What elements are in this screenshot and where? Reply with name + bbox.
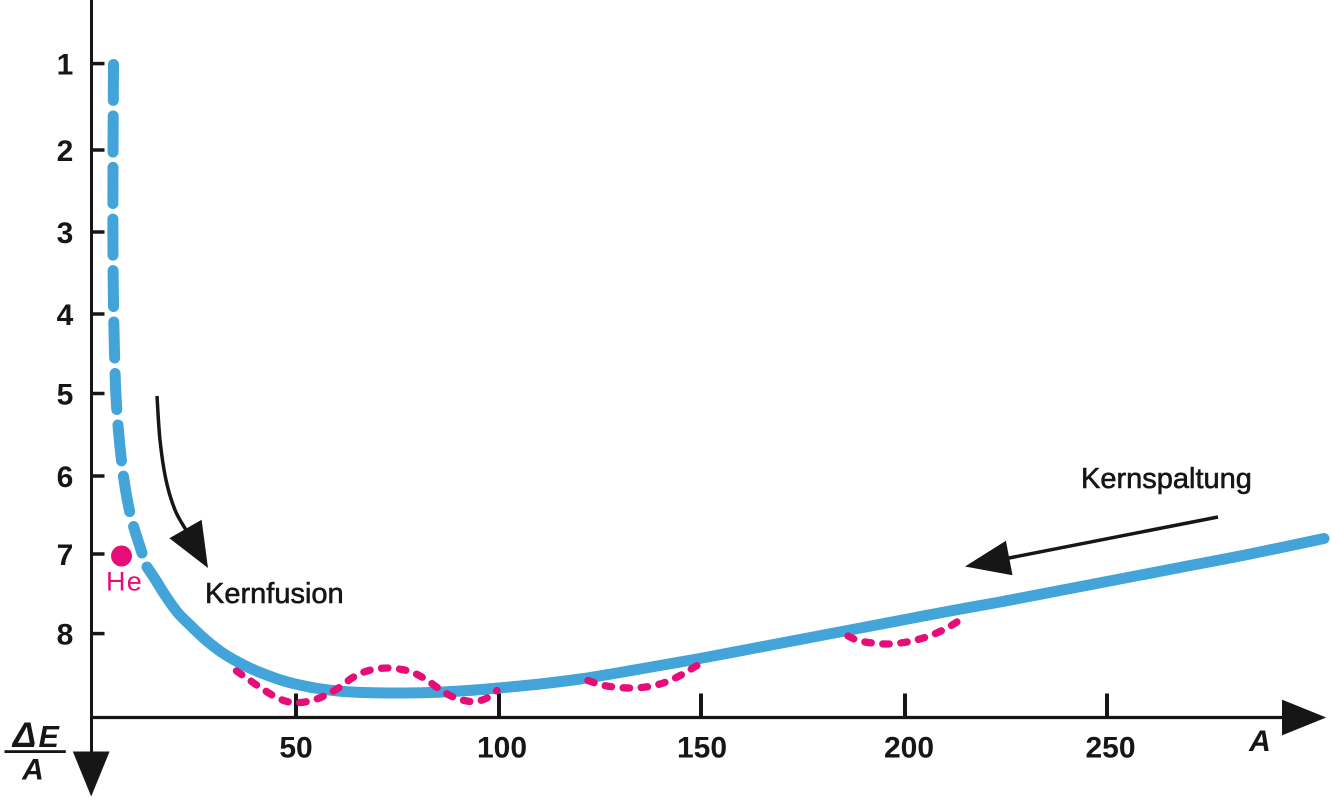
svg-text:3: 3 [57, 217, 74, 250]
svg-text:150: 150 [677, 732, 727, 765]
svg-text:250: 250 [1085, 732, 1135, 765]
svg-text:100: 100 [477, 732, 527, 765]
svg-text:A: A [1248, 725, 1271, 758]
svg-text:A: A [21, 754, 44, 787]
svg-text:5: 5 [57, 379, 74, 412]
svg-text:Kernspaltung: Kernspaltung [1081, 463, 1252, 495]
svg-text:Kernfusion: Kernfusion [205, 578, 344, 610]
svg-text:200: 200 [884, 732, 934, 765]
svg-text:8: 8 [57, 619, 74, 652]
svg-text:50: 50 [279, 732, 312, 765]
svg-text:He: He [106, 567, 143, 597]
svg-text:7: 7 [57, 539, 74, 572]
svg-text:Δ: Δ [11, 716, 37, 755]
svg-text:2: 2 [57, 135, 74, 168]
svg-text:1: 1 [57, 49, 74, 82]
svg-text:E: E [39, 720, 61, 754]
svg-text:4: 4 [57, 299, 74, 332]
svg-text:6: 6 [57, 461, 74, 494]
